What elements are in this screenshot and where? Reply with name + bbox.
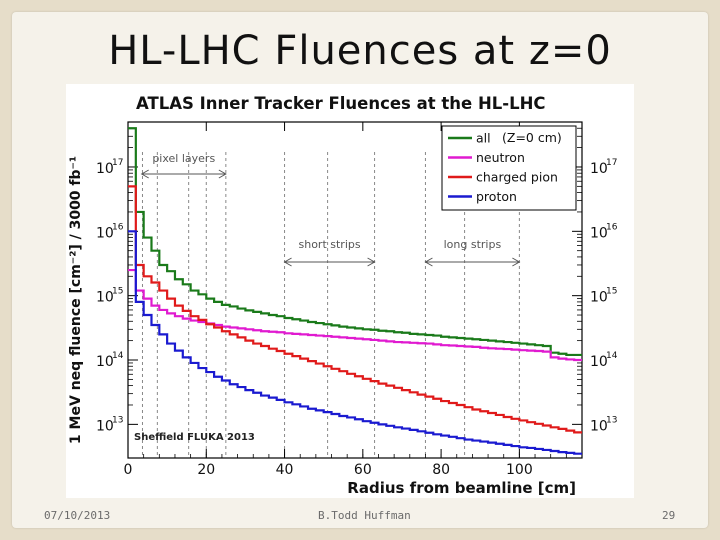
footer-author: B.Todd Huffman — [318, 509, 411, 522]
y-tick-exponent-right: 16 — [606, 222, 618, 232]
y-tick-label-right: 10 — [590, 161, 608, 177]
figure: ATLAS Inner Tracker Fluences at the HL-L… — [66, 84, 634, 498]
region-arrowhead-left — [283, 257, 292, 267]
y-tick-exponent: 16 — [112, 222, 124, 232]
y-tick-exponent: 13 — [112, 415, 123, 425]
legend-label: charged pion — [476, 170, 558, 185]
region-label: pixel layers — [152, 152, 215, 165]
x-axis-label: Radius from beamline [cm] — [347, 479, 576, 497]
y-tick-label: 10 — [96, 290, 114, 306]
y-tick-exponent: 17 — [112, 158, 123, 168]
y-tick-label: 10 — [96, 354, 114, 370]
x-tick-label: 0 — [124, 462, 133, 478]
y-tick-exponent-right: 17 — [606, 158, 617, 168]
y-tick-exponent: 14 — [112, 351, 124, 361]
series-line-charged-pion — [128, 185, 582, 434]
series-line-proton — [128, 230, 582, 455]
region-arrowhead-left — [140, 169, 149, 179]
y-tick-label: 10 — [96, 225, 114, 241]
y-tick-exponent-right: 15 — [606, 287, 617, 297]
region-arrowhead-right — [367, 257, 376, 267]
legend-label: neutron — [476, 150, 525, 165]
region-arrowhead-right — [512, 257, 521, 267]
footer-page-number: 29 — [662, 509, 676, 522]
legend-label: proton — [476, 189, 517, 204]
region-label: short strips — [299, 238, 361, 251]
region-arrowhead-left — [424, 257, 433, 267]
y-tick-label: 10 — [96, 418, 114, 434]
x-tick-label: 60 — [354, 462, 372, 478]
region-label: long strips — [444, 238, 502, 251]
fluence-chart: ATLAS Inner Tracker Fluences at the HL-L… — [68, 94, 618, 497]
x-tick-label: 100 — [506, 462, 533, 478]
y-tick-label-right: 10 — [590, 225, 608, 241]
y-tick-exponent-right: 14 — [606, 351, 618, 361]
y-tick-label-right: 10 — [590, 418, 608, 434]
x-tick-label: 80 — [432, 462, 450, 478]
x-tick-label: 20 — [197, 462, 215, 478]
annotation-text: Sheffield FLUKA 2013 — [134, 432, 255, 443]
y-tick-label-right: 10 — [590, 290, 608, 306]
chart-title: ATLAS Inner Tracker Fluences at the HL-L… — [136, 94, 546, 113]
series-line-neutron — [128, 268, 582, 362]
y-tick-label-right: 10 — [590, 354, 608, 370]
x-tick-label: 40 — [276, 462, 294, 478]
legend-label: all — [476, 131, 491, 146]
y-tick-label: 10 — [96, 161, 114, 177]
legend-title: (Z=0 cm) — [502, 130, 562, 145]
y-tick-exponent: 15 — [112, 287, 123, 297]
series-line-all — [128, 127, 582, 357]
plot-frame — [127, 121, 583, 459]
y-tick-exponent-right: 13 — [606, 415, 617, 425]
slide-title: HL-LHC Fluences at z=0 — [108, 28, 612, 74]
footer-date: 07/10/2013 — [44, 509, 111, 522]
region-arrowhead-right — [218, 169, 227, 179]
y-axis-label: 1 MeV neq fluence [cm⁻²] / 3000 fb⁻¹ — [68, 156, 84, 444]
